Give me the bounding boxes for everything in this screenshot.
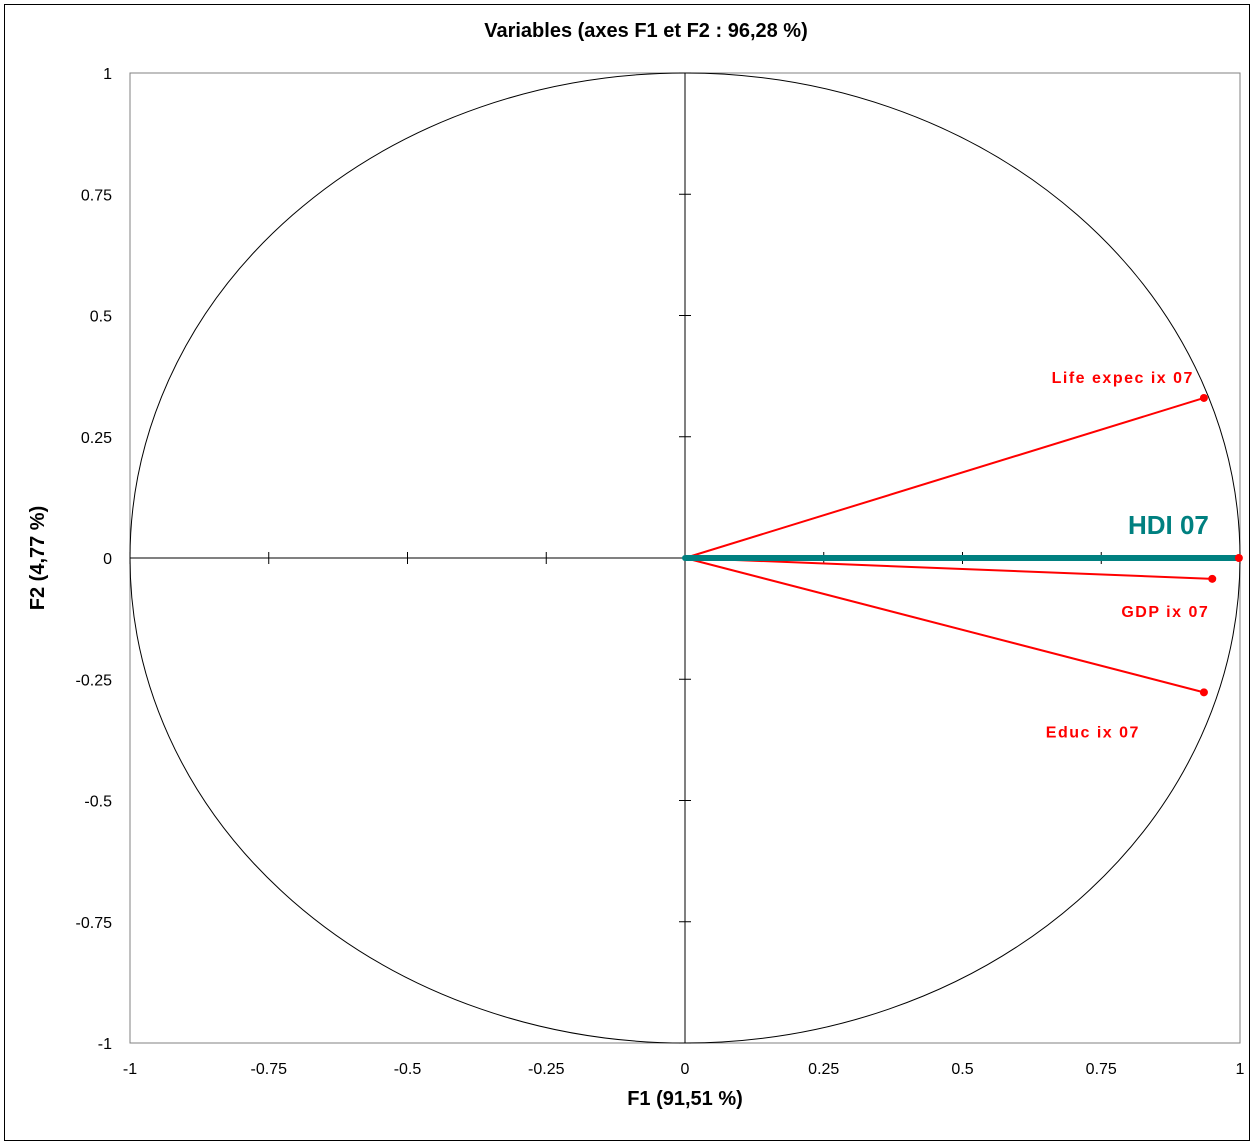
variable-label: Educ ix 07 bbox=[1046, 724, 1140, 741]
y-tick-label: 0.5 bbox=[90, 309, 112, 326]
vector-point bbox=[1234, 554, 1243, 562]
y-tick-label: 0.75 bbox=[81, 187, 112, 204]
x-tick-label: -0.25 bbox=[528, 1061, 565, 1078]
vector-point bbox=[1208, 574, 1217, 583]
x-tick-label: 0.25 bbox=[808, 1061, 839, 1078]
y-tick-label: -0.75 bbox=[76, 915, 113, 932]
y-tick-label: -0.5 bbox=[84, 794, 112, 811]
variable-labels: Life expec ix 07 GDP ix 07 Educ ix 07 HDI 0… bbox=[1046, 370, 1209, 741]
variable-vectors bbox=[682, 393, 1243, 697]
y-axis-title: F2 (4,77 %) bbox=[27, 506, 49, 610]
y-tick-label: -0.25 bbox=[76, 672, 113, 689]
vector-line bbox=[684, 396, 1205, 559]
chart-title: Variables (axes F1 et F2 : 96,28 %) bbox=[484, 20, 808, 42]
x-axis-title: F1 (91,51 %) bbox=[627, 1088, 743, 1110]
vector-point bbox=[1199, 688, 1208, 697]
x-tick-label: 0.5 bbox=[951, 1061, 973, 1078]
variable-label: Life expec ix 07 bbox=[1052, 370, 1194, 387]
variable-label: HDI 07 bbox=[1128, 510, 1209, 540]
y-tick-label: 0 bbox=[103, 551, 112, 568]
vector-point bbox=[1199, 393, 1208, 402]
vector-line bbox=[684, 557, 1213, 580]
x-tick-label: 1 bbox=[1236, 1061, 1245, 1078]
variable-label: GDP ix 07 bbox=[1121, 604, 1209, 621]
x-tick-label: 0.75 bbox=[1086, 1061, 1117, 1078]
y-tick-label: 0.25 bbox=[81, 430, 112, 447]
x-tick-label: -0.75 bbox=[251, 1061, 288, 1078]
y-tick-label: 1 bbox=[103, 66, 112, 83]
x-tick-label: -0.5 bbox=[394, 1061, 422, 1078]
y-tick-labels: 1 0.75 0.5 0.25 0 -0.25 -0.5 -0.75 -1 bbox=[76, 66, 113, 1053]
x-tick-labels: -1 -0.75 -0.5 -0.25 0 0.25 0.5 0.75 1 bbox=[123, 1061, 1245, 1078]
y-tick-label: -1 bbox=[98, 1036, 112, 1053]
origin-point bbox=[682, 555, 688, 561]
vector-line bbox=[684, 557, 1205, 694]
x-tick-label: -1 bbox=[123, 1061, 137, 1078]
x-tick-label: 0 bbox=[681, 1061, 690, 1078]
